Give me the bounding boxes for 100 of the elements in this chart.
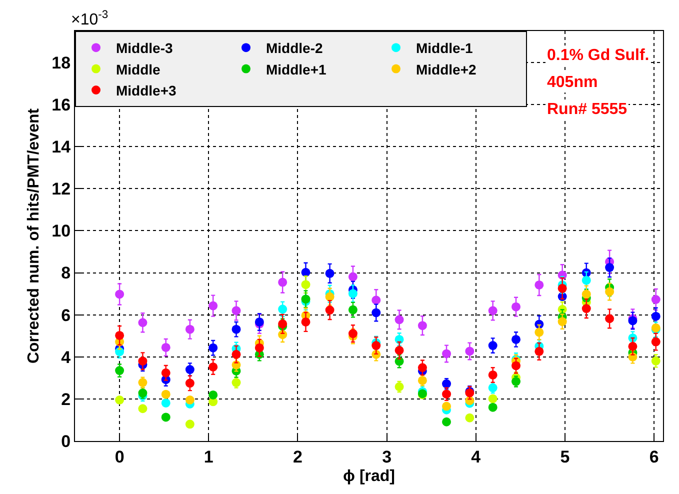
legend-label: Middle (116, 61, 161, 78)
x-tick-label: 1 (204, 447, 214, 466)
point (208, 362, 218, 372)
y-tick-label: 16 (52, 96, 71, 115)
point (442, 402, 452, 411)
y-tick-label: 14 (52, 138, 72, 157)
point (348, 305, 358, 314)
point (348, 272, 358, 282)
point (605, 314, 614, 324)
y-tick-label: 8 (61, 264, 71, 283)
point (651, 295, 660, 304)
point (325, 292, 334, 302)
x-tick-label: 6 (649, 447, 659, 466)
point (394, 346, 404, 355)
x-tick-label: 5 (560, 447, 570, 466)
point (161, 368, 170, 378)
point (185, 396, 194, 404)
point (465, 413, 474, 422)
point (232, 306, 241, 316)
point (534, 346, 544, 356)
point (115, 330, 124, 340)
y-tick-label: 18 (52, 53, 71, 72)
x-tick-label: 4 (471, 447, 482, 466)
point (488, 402, 498, 412)
point (115, 290, 124, 299)
point (138, 356, 148, 366)
point (115, 396, 124, 404)
point (115, 347, 124, 356)
point (278, 304, 288, 314)
point (348, 289, 358, 298)
point (605, 287, 614, 296)
legend-label: Middle-3 (116, 40, 173, 56)
x-tick-label: 0 (114, 447, 124, 466)
legend-label: Middle-1 (416, 40, 473, 56)
point (651, 337, 660, 346)
point (442, 417, 452, 426)
legend-label: Middle+3 (116, 82, 177, 98)
point (301, 317, 310, 326)
point (138, 318, 148, 328)
point (208, 301, 218, 310)
point (488, 394, 498, 404)
point (208, 343, 218, 352)
point (161, 342, 170, 352)
point (534, 328, 544, 337)
point (582, 290, 591, 299)
point (394, 315, 404, 324)
point (465, 346, 474, 356)
point (115, 366, 124, 376)
y-tick-label: 10 (52, 222, 71, 241)
legend-label: Middle+2 (416, 61, 477, 78)
point (161, 398, 170, 408)
point (161, 390, 170, 399)
point (534, 280, 544, 290)
point (651, 312, 660, 321)
text: ×10$^{-3}$ (71, 9, 108, 29)
point (651, 356, 660, 366)
y-tick-label: 4 (61, 348, 72, 367)
point (488, 306, 498, 316)
x-tick-label: 2 (292, 447, 302, 466)
annotation: 405nm (547, 74, 598, 91)
point (301, 280, 310, 290)
point (208, 390, 218, 400)
point (558, 284, 567, 293)
annotation: 0.1% Gd Sulf. (547, 47, 650, 64)
point (372, 308, 381, 318)
point (442, 349, 452, 358)
point (372, 296, 381, 305)
legend-label: Middle+1 (266, 61, 327, 78)
point (488, 370, 498, 380)
point (512, 361, 520, 370)
point (558, 317, 567, 326)
point (278, 278, 288, 287)
y-tick-label: 2 (61, 390, 71, 409)
point (138, 404, 148, 414)
x-tick-label: 3 (382, 447, 392, 466)
point (512, 334, 520, 344)
point (232, 350, 241, 359)
y-tick-label: 6 (61, 306, 71, 325)
point (301, 268, 310, 277)
point (254, 343, 264, 352)
x-axis-title: ϕ [rad] (343, 468, 395, 486)
point (512, 302, 520, 312)
point (605, 263, 614, 272)
annotation: Run# 5555 (547, 101, 628, 118)
point (628, 342, 638, 351)
point (442, 390, 452, 399)
point (418, 363, 427, 372)
point (161, 412, 170, 422)
point (185, 324, 194, 334)
point (232, 324, 241, 334)
point (418, 321, 427, 330)
point (348, 329, 358, 338)
point (372, 341, 381, 350)
y-tick-label: 12 (52, 180, 71, 199)
point (582, 276, 591, 285)
point (185, 378, 194, 388)
point (185, 365, 194, 374)
point (185, 420, 194, 429)
point (325, 306, 334, 315)
point (278, 319, 288, 328)
